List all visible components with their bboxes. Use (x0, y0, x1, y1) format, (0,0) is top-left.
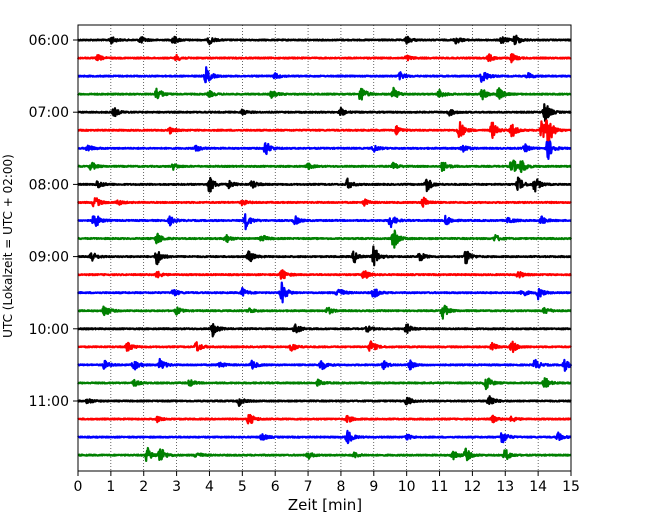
trace-0815 (77, 196, 572, 208)
trace-1000 (77, 323, 572, 338)
y-tick-label: 06:00 (29, 33, 69, 49)
x-tick-label: 11 (431, 479, 449, 495)
x-tick-label: 15 (562, 479, 580, 495)
trace-1130 (77, 429, 572, 445)
x-tick-label: 7 (304, 479, 313, 495)
trace-0900 (77, 245, 572, 267)
trace-0730 (77, 140, 572, 161)
plot-frame (77, 24, 572, 472)
x-tick-label: 4 (205, 479, 214, 495)
grid-lines (110, 25, 539, 471)
trace-1145 (77, 446, 572, 462)
y-tick-label: 09:00 (29, 250, 69, 266)
trace-0930 (76, 281, 572, 304)
trace-0715 (77, 119, 572, 148)
x-tick-label: 8 (336, 479, 345, 495)
trace-0915 (77, 269, 572, 280)
x-tick-label: 12 (463, 479, 481, 495)
x-tick-label: 13 (496, 479, 514, 495)
trace-0600 (77, 34, 572, 46)
trace-1115 (77, 413, 572, 425)
trace-0830 (77, 213, 572, 231)
trace-rows (76, 34, 573, 462)
trace-0845 (77, 229, 573, 249)
x-tick-label: 10 (398, 479, 416, 495)
y-tick-label: 10:00 (29, 322, 69, 338)
y-axis-ticks: 06:00 07:00 08:00 09:00 10:00 11:00 (29, 33, 78, 410)
y-tick-label: 07:00 (29, 105, 69, 121)
x-tick-label: 14 (529, 479, 547, 495)
x-tick-label: 5 (238, 479, 247, 495)
trace-0645 (77, 86, 572, 101)
x-tick-label: 3 (172, 479, 181, 495)
trace-1100 (77, 395, 572, 408)
trace-1015 (77, 340, 572, 354)
trace-0800 (77, 176, 572, 193)
y-tick-label: 11:00 (29, 394, 69, 410)
y-tick-label: 08:00 (29, 177, 69, 193)
trace-0615 (76, 52, 572, 64)
trace-0630 (77, 66, 572, 84)
x-axis-label: Zeit [min] (288, 496, 362, 514)
x-tick-label: 1 (106, 479, 115, 495)
x-tick-label: 9 (369, 479, 378, 495)
x-tick-label: 6 (271, 479, 280, 495)
y-axis-label: UTC (Lokalzeit = UTC + 02:00) (1, 154, 15, 338)
x-tick-label: 0 (74, 479, 83, 495)
trace-1030 (77, 357, 573, 372)
x-tick-label: 2 (139, 479, 148, 495)
x-axis-ticks: 0 1 2 3 4 5 6 7 8 9 10 11 12 13 14 15 (74, 471, 580, 495)
trace-0700 (77, 103, 572, 123)
trace-0745 (77, 159, 572, 174)
trace-1045 (77, 377, 572, 391)
trace-0945 (77, 304, 572, 320)
